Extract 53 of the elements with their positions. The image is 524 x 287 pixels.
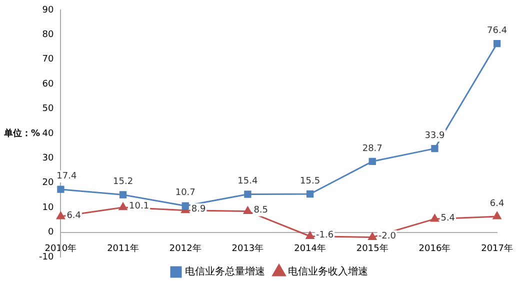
data-label: 28.7: [362, 144, 382, 154]
data-label: -1.6: [316, 230, 334, 241]
data-label: 33.9: [424, 130, 446, 141]
point: [119, 191, 127, 198]
point: [368, 158, 376, 165]
data-label: 8.9: [191, 204, 206, 215]
x-tick-label: 2017年: [481, 243, 513, 254]
y-tick-label: 70: [42, 54, 54, 65]
data-label: 8.5: [254, 206, 268, 216]
x-tick-label: 2012年: [169, 243, 202, 254]
y-tick-label: 10: [42, 202, 54, 213]
point: [306, 190, 314, 198]
y-tick-label: 30: [42, 154, 54, 164]
point: [243, 206, 252, 214]
data-label: 10.1: [129, 202, 150, 212]
y-tick-label: 20: [42, 178, 54, 188]
point: [493, 40, 501, 48]
data-label: 15.2: [113, 177, 134, 188]
data-label: 15.5: [300, 176, 320, 186]
point: [368, 232, 377, 240]
point: [118, 202, 128, 210]
data-label: 6.4: [66, 210, 82, 221]
data-label: 6.4: [490, 198, 504, 209]
y-axis-title: 单位：%: [3, 128, 40, 139]
legend-label: 电信业务收入增速: [288, 266, 368, 278]
point: [492, 212, 502, 220]
x-tick-label: 2015年: [356, 243, 388, 254]
x-tick-label: 2014年: [294, 243, 326, 254]
y-tick-label: 90: [42, 5, 54, 16]
point: [182, 202, 189, 210]
point: [56, 212, 65, 220]
x-tick-label: 2016年: [418, 243, 451, 254]
x-tick-label: 2013年: [232, 243, 264, 254]
x-tick-label: 2010年: [44, 243, 77, 254]
point: [57, 186, 64, 193]
x-tick-label: 2011年: [107, 243, 139, 254]
point: [306, 232, 314, 239]
y-tick-label: -10: [38, 252, 54, 262]
y-tick-label: 40: [42, 128, 54, 139]
data-label: 10.7: [175, 188, 196, 198]
y-tick-label: 0: [48, 228, 54, 238]
data-label: 76.4: [487, 26, 508, 36]
data-label: 17.4: [56, 172, 77, 182]
data-label: 5.4: [440, 213, 456, 224]
y-tick-label: 80: [42, 30, 54, 40]
data-label: 15.4: [238, 176, 258, 187]
point: [244, 190, 252, 198]
data-label: -2.0: [378, 232, 396, 242]
y-tick-label: 60: [42, 79, 54, 90]
point: [430, 214, 439, 222]
y-tick-label: 50: [42, 104, 54, 114]
point: [431, 144, 438, 152]
legend-label: 电信业务总量增速: [185, 266, 265, 278]
